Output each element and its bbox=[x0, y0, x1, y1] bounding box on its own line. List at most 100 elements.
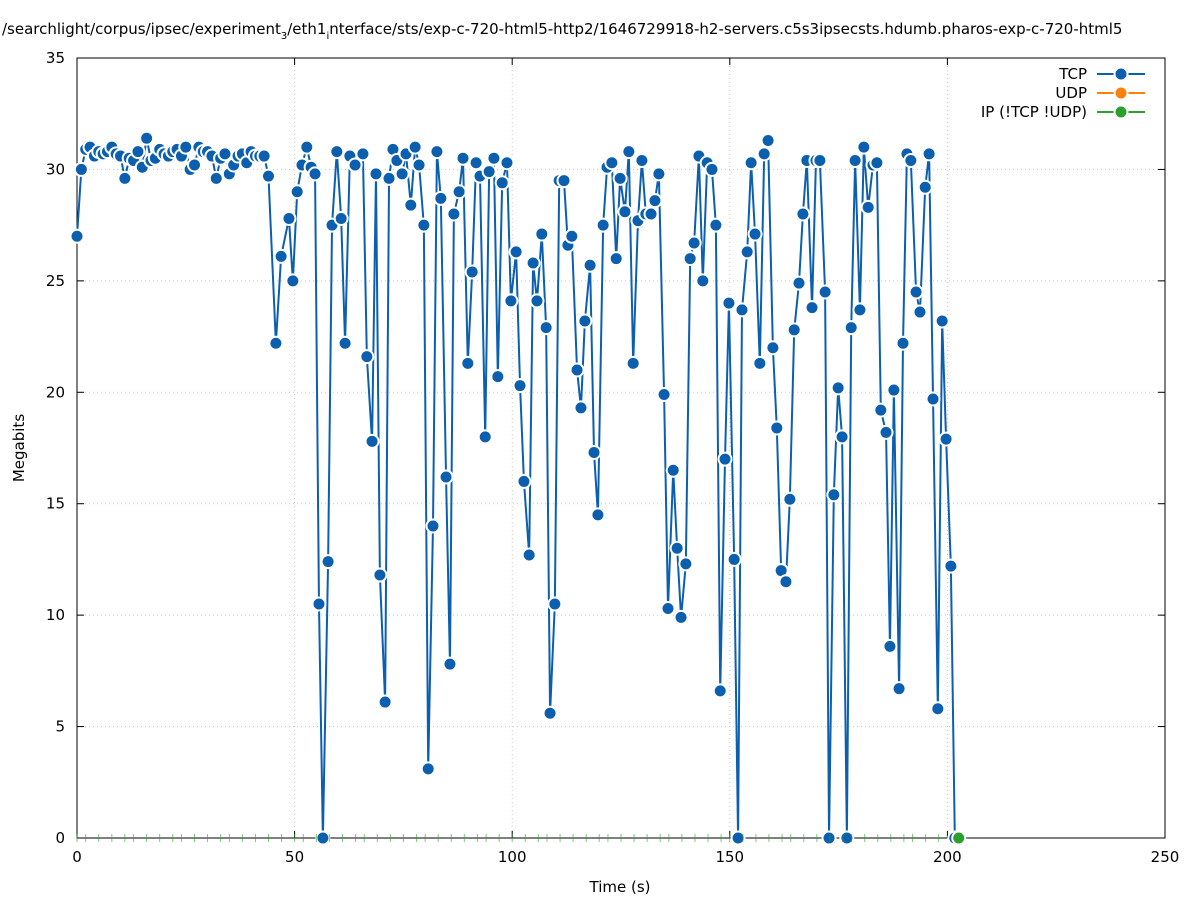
data-point-tcp bbox=[407, 139, 423, 155]
data-point-tcp bbox=[704, 161, 720, 177]
data-point-tcp bbox=[429, 144, 445, 160]
data-point-tcp bbox=[573, 400, 589, 416]
title-subscript: i bbox=[326, 31, 329, 42]
data-point-tcp bbox=[521, 547, 537, 563]
data-point-tcp bbox=[634, 153, 650, 169]
data-point-tcp bbox=[460, 355, 476, 371]
data-point-tcp bbox=[503, 293, 519, 309]
data-point-tcp bbox=[852, 302, 868, 318]
data-point-tcp bbox=[686, 235, 702, 251]
x-tick-label: 0 bbox=[72, 848, 82, 866]
data-point-tcp bbox=[577, 313, 593, 329]
data-point-tcp bbox=[381, 170, 397, 186]
data-point-tcp bbox=[752, 355, 768, 371]
data-point-tcp bbox=[739, 244, 755, 260]
data-point-tcp bbox=[726, 551, 742, 567]
data-point-tcp bbox=[717, 451, 733, 467]
data-point-tcp bbox=[534, 226, 550, 242]
data-point-tcp bbox=[734, 302, 750, 318]
data-point-tcp bbox=[826, 487, 842, 503]
data-point-tcp bbox=[130, 144, 146, 160]
data-point-tcp bbox=[512, 378, 528, 394]
data-point-tcp bbox=[508, 244, 524, 260]
data-point-tcp bbox=[525, 255, 541, 271]
data-point-tcp bbox=[925, 391, 941, 407]
data-point-tcp bbox=[178, 139, 194, 155]
data-point-tcp bbox=[721, 295, 737, 311]
data-point-tcp bbox=[464, 264, 480, 280]
data-point-tcp bbox=[665, 462, 681, 478]
data-point-tcp bbox=[347, 157, 363, 173]
data-point-tcp bbox=[490, 369, 506, 385]
data-point-tcp bbox=[595, 217, 611, 233]
x-tick-label: 50 bbox=[285, 848, 304, 866]
data-point-tcp bbox=[804, 300, 820, 316]
x-tick-label: 100 bbox=[498, 848, 527, 866]
data-point-tcp bbox=[139, 130, 155, 146]
data-point-tcp bbox=[769, 420, 785, 436]
data-point-tcp bbox=[917, 179, 933, 195]
data-point-tcp bbox=[433, 190, 449, 206]
x-tick-label: 250 bbox=[1151, 848, 1180, 866]
data-point-tcp bbox=[69, 228, 85, 244]
chart-title: /searchlight/corpus/ipsec/experiment3/et… bbox=[2, 20, 1122, 42]
data-point-tcp bbox=[217, 146, 233, 162]
data-point-tcp bbox=[564, 228, 580, 244]
title-subscript: 3 bbox=[281, 31, 287, 42]
data-point-tcp bbox=[878, 424, 894, 440]
data-point-tcp bbox=[678, 556, 694, 572]
data-point-tcp bbox=[786, 322, 802, 338]
data-point-tcp bbox=[420, 761, 436, 777]
data-point-tcp bbox=[281, 210, 297, 226]
data-point-tcp bbox=[569, 362, 585, 378]
data-point-tcp bbox=[834, 429, 850, 445]
y-tick-label: 5 bbox=[55, 718, 65, 736]
data-point-tcp bbox=[869, 155, 885, 171]
data-point-tcp bbox=[760, 132, 776, 148]
x-tick-label: 200 bbox=[933, 848, 962, 866]
data-point-ip-tcp-udp bbox=[951, 830, 967, 846]
data-point-tcp bbox=[486, 150, 502, 166]
data-point-tcp bbox=[847, 153, 863, 169]
data-point-tcp bbox=[860, 199, 876, 215]
y-tick-label: 30 bbox=[46, 160, 65, 178]
title-segment: /eth1 bbox=[287, 20, 326, 38]
data-point-tcp bbox=[208, 170, 224, 186]
data-point-tcp bbox=[455, 150, 471, 166]
data-point-tcp bbox=[682, 251, 698, 267]
data-point-tcp bbox=[320, 554, 336, 570]
data-point-tcp bbox=[315, 830, 331, 846]
data-point-tcp bbox=[791, 275, 807, 291]
data-point-tcp bbox=[921, 146, 937, 162]
data-point-tcp bbox=[669, 540, 685, 556]
data-point-tcp bbox=[542, 705, 558, 721]
data-point-tcp bbox=[372, 567, 388, 583]
data-point-tcp bbox=[477, 429, 493, 445]
data-point-tcp bbox=[608, 251, 624, 267]
data-point-tcp bbox=[117, 170, 133, 186]
data-point-tcp bbox=[812, 153, 828, 169]
legend-marker bbox=[1113, 66, 1129, 82]
data-point-tcp bbox=[765, 340, 781, 356]
data-point-tcp bbox=[425, 518, 441, 534]
data-point-tcp bbox=[333, 210, 349, 226]
data-point-tcp bbox=[886, 382, 902, 398]
data-point-tcp bbox=[364, 433, 380, 449]
legend-label: TCP bbox=[1058, 65, 1087, 83]
data-point-tcp bbox=[782, 491, 798, 507]
data-point-tcp bbox=[516, 473, 532, 489]
data-point-tcp bbox=[843, 320, 859, 336]
data-point-tcp bbox=[612, 170, 628, 186]
data-point-tcp bbox=[912, 304, 928, 320]
data-point-tcp bbox=[839, 830, 855, 846]
title-segment: nterface/sts/exp-c-720-html5-http2/16467… bbox=[329, 20, 1122, 38]
data-point-tcp bbox=[830, 380, 846, 396]
data-point-tcp bbox=[468, 155, 484, 171]
data-point-tcp bbox=[730, 830, 746, 846]
legend-marker bbox=[1113, 85, 1129, 101]
data-point-tcp bbox=[446, 206, 462, 222]
data-point-tcp bbox=[273, 248, 289, 264]
data-point-tcp bbox=[582, 257, 598, 273]
data-point-tcp bbox=[377, 694, 393, 710]
